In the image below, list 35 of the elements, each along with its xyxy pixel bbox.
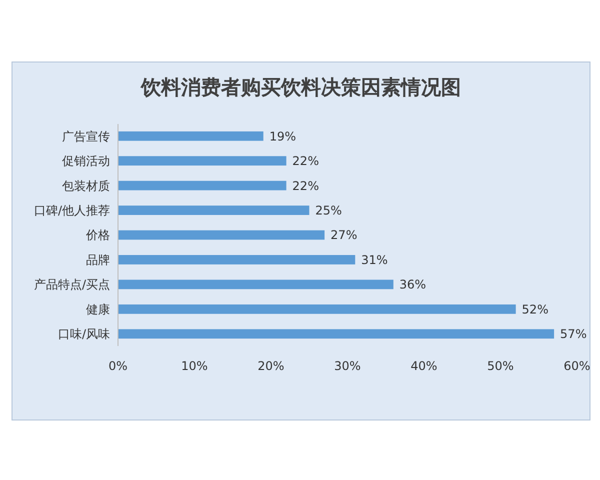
data-label: 57%	[560, 327, 587, 342]
bar	[118, 304, 516, 314]
y-tick-label: 品牌	[86, 252, 110, 267]
data-label: 22%	[292, 178, 319, 193]
x-tick-label: 40%	[410, 359, 438, 373]
y-tick-label: 价格	[85, 228, 110, 242]
x-tick-label: 20%	[258, 359, 284, 373]
x-tick-label: 10%	[181, 359, 208, 373]
y-tick-label: 健康	[86, 302, 110, 316]
y-tick-label: 口碑/他人推荐	[34, 203, 110, 218]
y-tick-label: 产品特点/买点	[34, 278, 110, 292]
data-label: 25%	[315, 203, 342, 218]
y-tick-label: 口味/风味	[58, 327, 110, 342]
bar	[118, 280, 394, 290]
y-tick-label: 包装材质	[62, 178, 110, 193]
y-tick-label: 广告宣传	[62, 129, 110, 144]
bar	[118, 329, 554, 339]
data-label: 22%	[292, 154, 319, 168]
data-label: 27%	[330, 228, 358, 242]
chart-title: 饮料消费者购买饮料决策因素情况图	[140, 75, 461, 99]
x-tick-label: 60%	[564, 359, 590, 373]
data-label: 19%	[269, 129, 296, 144]
bar	[118, 156, 286, 166]
data-label: 52%	[522, 302, 548, 316]
y-tick-label: 促销活动	[62, 154, 110, 168]
bar	[118, 180, 286, 190]
x-tick-label: 30%	[334, 359, 361, 373]
data-label: 31%	[361, 252, 388, 267]
x-tick-label: 0%	[108, 359, 128, 373]
bar	[118, 131, 264, 141]
data-label: 36%	[399, 278, 426, 292]
bar	[118, 206, 310, 215]
x-tick-label: 50%	[487, 359, 514, 373]
bar	[118, 230, 325, 240]
bar	[118, 255, 356, 264]
